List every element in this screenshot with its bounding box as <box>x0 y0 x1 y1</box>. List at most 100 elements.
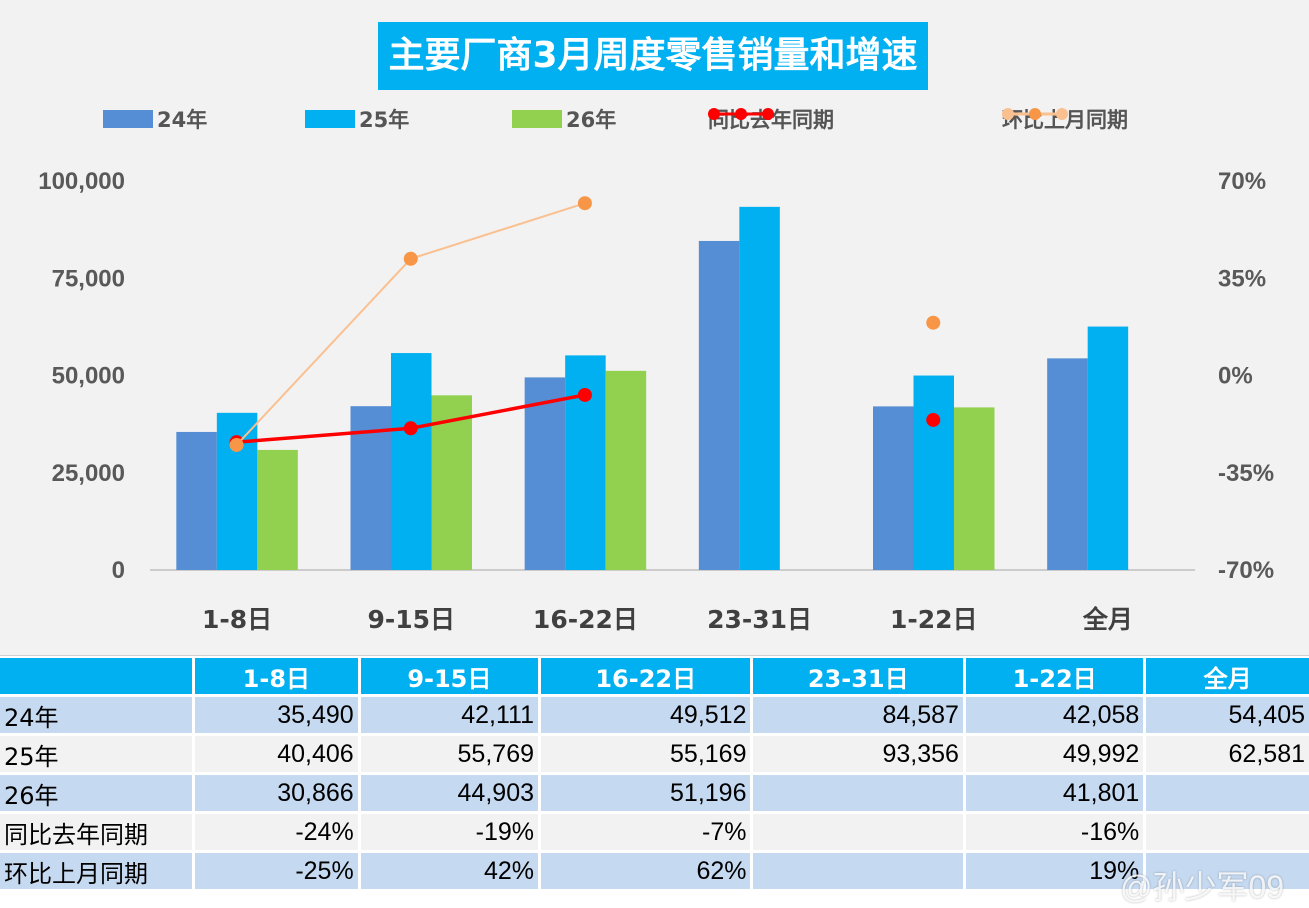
y-left-tick: 25,000 <box>52 460 125 487</box>
table-row: 26年 30,866 44,903 51,196 41,801 <box>0 775 1309 811</box>
table-header-row: 1-8日 9-15日 16-22日 23-31日 1-22日 全月 <box>0 658 1309 694</box>
table-cell: -19% <box>360 814 538 850</box>
x-tick-label: 1-8日 <box>202 605 272 634</box>
chart-area: 主要厂商3月周度零售销量和增速 24年 25年 26年 同比去年同期 环比上月同… <box>0 0 1309 656</box>
table-row: 25年 40,406 55,769 55,169 93,356 49,992 62,581 <box>0 736 1309 772</box>
bar-25年 <box>1087 326 1129 570</box>
data-table: 1-8日 9-15日 16-22日 23-31日 1-22日 全月 24年 35,… <box>0 655 1309 892</box>
legend-label: 26年 <box>566 108 617 132</box>
header-cell: 1-8日 <box>195 658 358 694</box>
bar-24年 <box>1047 358 1088 570</box>
table-cell: 35,490 <box>195 697 358 733</box>
bar-25年 <box>391 353 432 570</box>
y-left-tick: 100,000 <box>38 168 125 195</box>
table-cell: 49,512 <box>541 697 751 733</box>
table-cell: 62% <box>541 853 751 889</box>
legend-line-marker <box>708 108 774 120</box>
table-cell: 93,356 <box>753 736 963 772</box>
table-cell: -25% <box>195 853 358 889</box>
legend-25: 25年 <box>305 104 409 134</box>
point-环比上月同期 <box>577 196 592 211</box>
table-cell <box>753 775 963 811</box>
table-cell: 19% <box>965 853 1144 889</box>
row-label: 环比上月同期 <box>0 853 192 889</box>
y-right-tick: -35% <box>1218 460 1274 487</box>
line-segment-环比上月同期 <box>235 258 412 446</box>
line-segment-环比上月同期 <box>410 202 586 260</box>
header-cell: 1-22日 <box>965 658 1144 694</box>
header-cell: 全月 <box>1146 658 1309 694</box>
line-segment-同比去年同期 <box>236 426 411 444</box>
point-同比去年同期 <box>926 412 941 427</box>
line-segment-同比去年同期 <box>410 393 586 431</box>
table-cell: 41,801 <box>965 775 1144 811</box>
table-cell: 54,405 <box>1146 697 1309 733</box>
table-row: 同比去年同期 -24% -19% -7% -16% <box>0 814 1309 850</box>
point-环比上月同期 <box>229 437 244 452</box>
row-label: 25年 <box>0 736 192 772</box>
legend-swatch <box>103 110 153 128</box>
header-cell: 16-22日 <box>541 658 751 694</box>
x-tick-label: 全月 <box>1082 605 1133 634</box>
chart-title: 主要厂商3月周度零售销量和增速 <box>378 22 928 90</box>
plot-svg: 0 25,000 50,000 75,000 100,000 -70% -35% 0% 35% 7… <box>38 168 1274 634</box>
table-cell: 44,903 <box>360 775 538 811</box>
x-tick-label: 9-15日 <box>367 605 455 634</box>
table-cell: 49,992 <box>965 736 1144 772</box>
legend-mom: 环比上月同期 <box>1002 104 1128 134</box>
bar-24年 <box>176 431 217 570</box>
y-left-tick: 75,000 <box>52 265 125 292</box>
table-cell: 55,769 <box>360 736 538 772</box>
row-label: 24年 <box>0 697 192 733</box>
table-cell: -24% <box>195 814 358 850</box>
point-同比去年同期 <box>577 387 592 402</box>
legend-label: 24年 <box>157 108 208 132</box>
table-cell <box>1146 775 1309 811</box>
x-tick-label: 16-22日 <box>533 605 638 634</box>
legend-line-marker <box>1002 108 1068 120</box>
header-cell: 9-15日 <box>360 658 538 694</box>
x-tick-label: 23-31日 <box>707 605 812 634</box>
table-cell <box>753 853 963 889</box>
y-left-tick: 50,000 <box>52 363 125 390</box>
table-cell: 42% <box>360 853 538 889</box>
table-cell: 51,196 <box>541 775 751 811</box>
bar-25年 <box>913 375 954 570</box>
header-cell: 23-31日 <box>753 658 963 694</box>
table-cell: 30,866 <box>195 775 358 811</box>
legend-label: 25年 <box>359 108 410 132</box>
y-left-tick: 0 <box>112 557 125 584</box>
table-cell <box>1146 853 1309 889</box>
point-环比上月同期 <box>403 251 418 266</box>
watermark: @孙少军09 <box>1120 869 1285 905</box>
bar-24年 <box>698 240 740 570</box>
row-label: 26年 <box>0 775 192 811</box>
table-cell <box>753 814 963 850</box>
legend-swatch <box>305 110 355 128</box>
table-cell: -7% <box>541 814 751 850</box>
bar-26年 <box>954 407 995 570</box>
table-cell <box>1146 814 1309 850</box>
table-cell: 40,406 <box>195 736 358 772</box>
y-right-tick: -70% <box>1218 557 1274 584</box>
y-right-tick: 35% <box>1218 265 1266 292</box>
table-cell: -16% <box>965 814 1144 850</box>
point-同比去年同期 <box>403 421 418 436</box>
bar-26年 <box>257 449 298 570</box>
y-right-tick: 0% <box>1218 363 1253 390</box>
bar-25年 <box>739 206 780 570</box>
x-tick-label: 1-22日 <box>890 605 978 634</box>
legend-24: 24年 <box>103 104 207 134</box>
table-cell: 42,111 <box>360 697 538 733</box>
point-环比上月同期 <box>926 315 941 330</box>
legend-swatch <box>512 110 562 128</box>
bar-26年 <box>605 370 647 570</box>
table-row: 环比上月同期 -25% 42% 62% 19% <box>0 853 1309 889</box>
row-label: 同比去年同期 <box>0 814 192 850</box>
bar-24年 <box>524 377 566 570</box>
legend-26: 26年 <box>512 104 616 134</box>
bar-24年 <box>873 406 914 570</box>
table-cell: 42,058 <box>965 697 1144 733</box>
y-right-tick: 70% <box>1218 168 1266 195</box>
table-cell: 62,581 <box>1146 736 1309 772</box>
